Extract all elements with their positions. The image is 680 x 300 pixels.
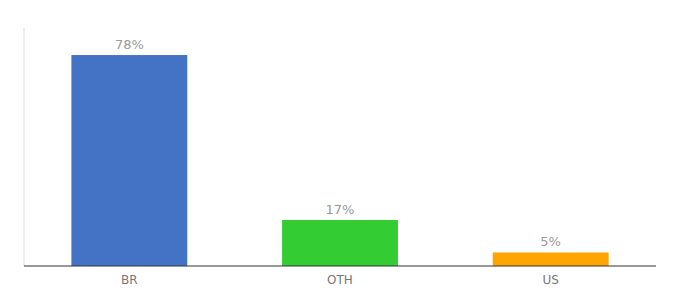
y-axis-line <box>24 28 25 266</box>
data-label: 5% <box>540 234 561 249</box>
bar <box>71 55 187 266</box>
data-label: 78% <box>115 37 144 52</box>
chart: BR OTH US 78% 17% 5% <box>0 0 680 300</box>
chart-container: BR OTH US 78% 17% 5% <box>0 0 680 300</box>
x-tick-label: BR <box>121 273 138 287</box>
bars <box>71 55 608 266</box>
x-axis-line <box>24 265 656 266</box>
bar <box>282 220 398 266</box>
x-tick-label: OTH <box>327 273 353 287</box>
data-label: 17% <box>326 202 355 217</box>
bar <box>493 252 609 266</box>
x-tick-label: US <box>542 273 558 287</box>
